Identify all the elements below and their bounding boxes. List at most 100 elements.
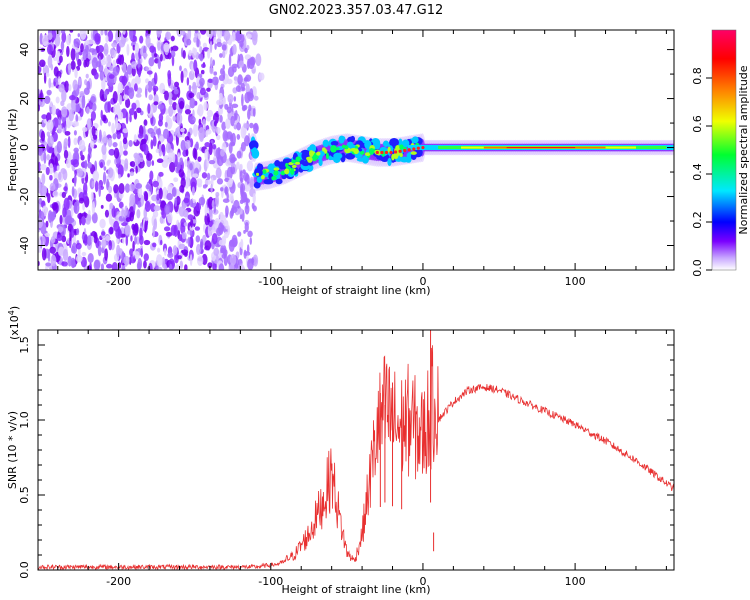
noise-blob [104, 30, 108, 36]
noise-blob [222, 96, 225, 107]
colorbar-tick-label: 0.6 [691, 115, 704, 133]
noise-blob [194, 226, 201, 231]
noise-blob [79, 30, 87, 40]
noise-blob [87, 253, 94, 264]
noise-blob [153, 205, 161, 212]
signal-core-bright [273, 170, 279, 176]
noise-blob [118, 215, 125, 222]
noise-blob [75, 114, 79, 123]
signal-core-bright [331, 145, 336, 153]
noise-blob [246, 160, 254, 172]
noise-blob [99, 161, 104, 169]
noise-blob [153, 72, 158, 85]
noise-blob [182, 50, 186, 59]
noise-blob [86, 214, 92, 222]
noise-blob [39, 89, 43, 102]
noise-blob [81, 95, 86, 109]
noise-blob [148, 191, 152, 197]
noise-blob [182, 209, 189, 218]
noise-blob [98, 183, 102, 197]
noise-blob [197, 156, 202, 162]
signal-core [338, 135, 345, 144]
noise-blob [92, 170, 100, 182]
noise-blob [149, 170, 154, 181]
noise-blob [249, 237, 252, 245]
noise-blob [53, 164, 57, 170]
noise-blob [192, 81, 197, 88]
signal-peak [403, 148, 407, 153]
noise-blob [189, 229, 193, 237]
noise-blob [59, 214, 63, 225]
noise-blob [44, 232, 51, 237]
noise-blob [137, 200, 142, 208]
noise-blob [180, 70, 184, 84]
noise-blob [217, 156, 224, 167]
noise-blob [157, 56, 161, 70]
noise-blob [60, 30, 66, 34]
noise-blob [236, 122, 241, 131]
noise-blob [70, 205, 74, 217]
noise-blob [38, 65, 42, 74]
noise-blob [41, 34, 49, 47]
snr-x-axis-label: Height of straight line (km) [281, 583, 430, 596]
noise-blob [128, 140, 133, 147]
noise-blob [227, 93, 234, 104]
noise-blob [79, 90, 85, 97]
noise-blob [173, 224, 178, 237]
noise-blob [206, 129, 212, 135]
noise-blob [213, 120, 217, 127]
noise-blob [87, 152, 91, 164]
noise-blob [111, 42, 118, 48]
noise-blob [111, 122, 115, 135]
noise-blob [81, 127, 88, 133]
x-tick-label: -100 [258, 575, 283, 588]
noise-blob [45, 72, 50, 77]
signal-core-bright [273, 167, 280, 171]
noise-blob [245, 197, 249, 207]
noise-blob [191, 47, 196, 60]
noise-blob [90, 191, 94, 201]
noise-blob [93, 71, 99, 80]
noise-blob [45, 262, 52, 267]
signal-core [330, 141, 339, 146]
noise-blob [48, 77, 52, 89]
noise-blob [180, 30, 186, 36]
noise-blob [81, 251, 87, 257]
noise-blob [165, 114, 170, 123]
noise-blob [121, 265, 126, 270]
signal-core [382, 140, 390, 147]
noise-blob [129, 171, 135, 177]
noise-blob [243, 229, 246, 234]
noise-blob [61, 31, 67, 44]
noise-blob [86, 265, 92, 270]
y-tick-label: 0.0 [18, 561, 31, 579]
noise-blob [85, 106, 90, 115]
noise-blob [216, 30, 223, 39]
noise-blob [179, 100, 185, 110]
noise-blob [116, 102, 121, 116]
signal-core-bright [393, 152, 399, 159]
noise-blob [186, 77, 190, 86]
noise-blob [165, 231, 173, 237]
noise-blob [206, 87, 211, 92]
noise-blob [145, 30, 151, 34]
noise-blob [212, 76, 219, 86]
noise-blob [222, 130, 229, 142]
noise-blob [87, 39, 94, 45]
signal-peak [416, 146, 420, 150]
noise-blob [173, 88, 179, 95]
noise-blob [80, 43, 84, 53]
noise-blob [202, 42, 208, 49]
noise-blob [207, 78, 214, 84]
noise-blob [221, 50, 226, 59]
noise-blob [243, 123, 249, 129]
noise-blob [240, 182, 246, 194]
noise-blob [225, 118, 231, 130]
signal-core [252, 147, 258, 154]
signal-core [350, 135, 356, 143]
noise-blob [240, 177, 244, 184]
noise-blob [147, 103, 151, 114]
noise-blob [148, 94, 153, 101]
noise-blob [179, 260, 184, 269]
